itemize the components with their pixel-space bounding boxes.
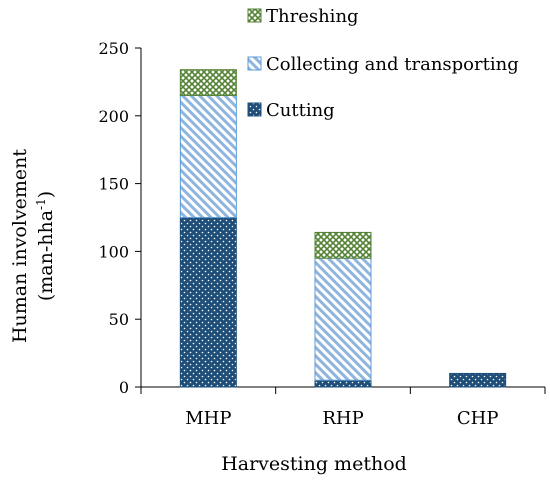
y-axis: 0 50 100 150 200 250: [98, 39, 142, 397]
legend: Threshing Collecting and transporting Cu…: [247, 6, 519, 121]
x-axis: MHP RHP CHP: [140, 386, 546, 429]
bar-rhp-collecting: [314, 257, 372, 381]
bar-mhp-cutting: [179, 217, 237, 388]
y-axis-title-close: ): [35, 191, 57, 198]
legend-label-threshing: Threshing: [266, 6, 359, 27]
legend-label-cutting: Cutting: [266, 100, 335, 121]
bar-chp-cutting: [449, 372, 507, 388]
bar-mhp-collecting: [179, 94, 237, 218]
y-tick-label: 150: [98, 175, 129, 194]
bar-rhp-threshing: [314, 231, 372, 259]
y-tick-label: 250: [98, 39, 129, 58]
x-tick-label: MHP: [185, 408, 231, 429]
bar-mhp-threshing: [179, 69, 237, 96]
legend-swatch-collecting: [247, 56, 262, 71]
y-axis-title-unit: (man-hha: [35, 210, 57, 301]
legend-swatch-threshing: [247, 8, 262, 23]
y-axis-title-sup: -1: [34, 198, 48, 210]
x-tick-label: CHP: [457, 408, 499, 429]
y-tick-label: 100: [98, 242, 129, 261]
x-axis-title: Harvesting method: [221, 453, 407, 475]
bar-rhp-cutting: [314, 379, 372, 388]
legend-label-collecting: Collecting and transporting: [266, 54, 519, 75]
bars: [179, 69, 507, 388]
y-tick-label: 0: [119, 378, 129, 397]
x-tick-label: RHP: [322, 408, 363, 429]
y-axis-title-line2: (man-hha-1): [34, 191, 57, 301]
legend-swatch-cutting: [247, 102, 262, 117]
y-axis-title-line1: Human involvement: [9, 149, 31, 343]
y-tick-label: 200: [98, 107, 129, 126]
y-tick-label: 50: [109, 310, 129, 329]
